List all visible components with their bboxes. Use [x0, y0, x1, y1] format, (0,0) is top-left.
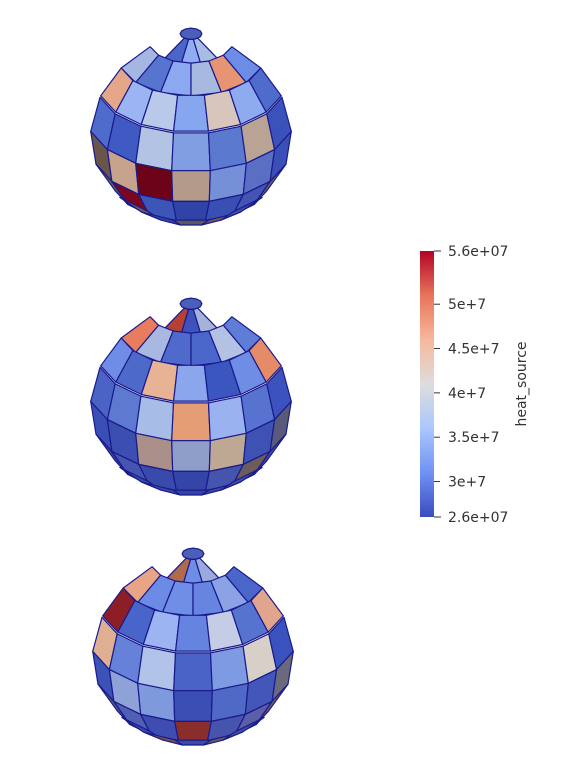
mesh-cell	[174, 720, 212, 742]
colorbar-min-label: 2.6e+07	[448, 510, 508, 526]
sphere-pole-cap	[179, 297, 203, 311]
colorbar-tick-label-1: 3.5e+7	[448, 430, 500, 446]
colorbar-gradient	[420, 251, 434, 517]
mesh-cell	[220, 466, 263, 491]
colorbar-ticks: 3e+7 3.5e+7 4e+7 4.5e+7 5e+7	[434, 250, 500, 518]
sphere-1	[90, 27, 292, 226]
mesh-cell	[250, 587, 284, 633]
mesh-cell	[172, 470, 210, 492]
mesh-cell	[173, 652, 213, 692]
mesh-cell	[248, 67, 282, 113]
mesh-cell	[171, 132, 211, 172]
colorbar-title: heat_source	[514, 341, 530, 426]
sphere-3	[92, 547, 294, 746]
mesh-cell	[173, 364, 209, 402]
colorbar-tick-label-4: 5e+7	[448, 297, 486, 313]
mesh-cell	[171, 440, 211, 472]
colorbar: 3e+7 3.5e+7 4e+7 4.5e+7 5e+7 5.6e+07 2.6e+07…	[420, 244, 530, 526]
mesh-cell	[220, 196, 263, 221]
sphere-2	[90, 297, 292, 496]
mesh-cell	[253, 163, 287, 206]
mesh-cell	[173, 690, 213, 723]
sphere-pole-cap	[179, 27, 203, 41]
mesh-cell	[172, 200, 210, 222]
mesh-cell	[253, 433, 287, 476]
colorbar-tick-label-3: 4.5e+7	[448, 342, 500, 358]
spheres-group	[90, 27, 294, 746]
colorbar-tick-label-2: 4e+7	[448, 386, 486, 402]
mesh-cell	[248, 337, 282, 383]
colorbar-max-label: 5.6e+07	[448, 244, 508, 260]
mesh-cell	[171, 402, 211, 442]
mesh-cell	[173, 94, 209, 132]
mesh-cell	[255, 683, 289, 726]
mesh-cell	[175, 614, 211, 652]
sphere-pole-cap	[181, 547, 205, 561]
mesh-cell	[222, 716, 265, 741]
colorbar-tick-label-0: 3e+7	[448, 475, 486, 491]
mesh-cell	[171, 170, 211, 202]
